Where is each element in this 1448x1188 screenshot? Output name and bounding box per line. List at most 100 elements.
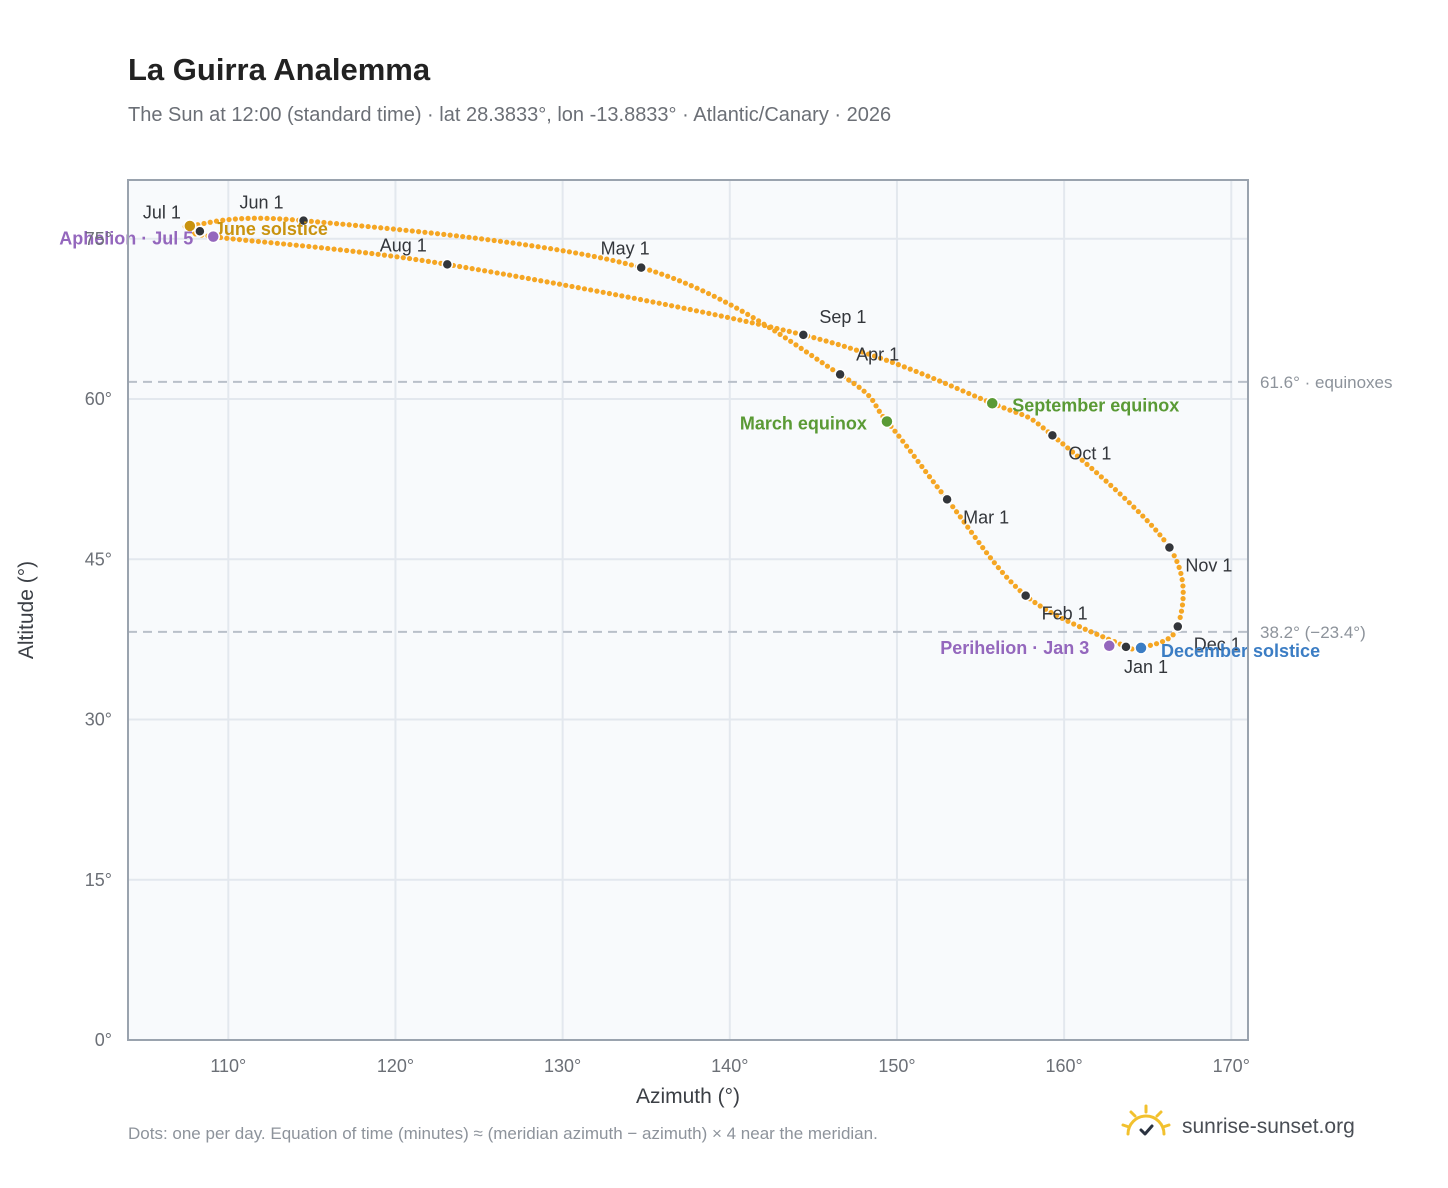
day-dot — [717, 296, 723, 302]
day-dot — [1065, 618, 1071, 624]
day-dot — [749, 320, 755, 326]
day-dot — [999, 569, 1006, 576]
day-dot — [416, 229, 422, 235]
month-label: Jun 1 — [239, 193, 283, 213]
day-dot — [817, 336, 823, 342]
day-dot — [1157, 532, 1163, 538]
day-dot — [453, 233, 460, 239]
day-dot — [531, 277, 538, 283]
day-dot — [327, 220, 333, 226]
day-dot — [610, 257, 616, 264]
day-dot — [369, 250, 375, 257]
day-dot — [597, 255, 604, 261]
day-dot — [616, 259, 622, 265]
day-dot — [856, 384, 862, 390]
event-marker — [206, 229, 221, 244]
day-dot — [482, 268, 488, 274]
plot-frame — [127, 179, 1249, 1041]
day-dot — [220, 217, 226, 223]
reference-lines: 61.6° · equinoxes 38.2° (−23.4°) — [128, 373, 1393, 642]
day-dot — [900, 438, 906, 444]
day-dot — [671, 275, 677, 282]
day-dot — [447, 232, 453, 238]
day-dot — [625, 294, 631, 300]
day-dot — [966, 390, 972, 397]
day-dot — [312, 244, 318, 250]
day-dot — [705, 290, 712, 297]
day-dot — [1148, 522, 1155, 528]
day-dot — [585, 252, 591, 258]
day-dot — [650, 299, 656, 305]
reference-line-label: 61.6° · equinoxes — [1260, 373, 1393, 392]
month-marker — [797, 329, 810, 341]
day-dot — [870, 397, 876, 404]
day-dot — [647, 267, 653, 273]
day-dot — [728, 302, 734, 308]
x-tick-label: 170° — [1213, 1056, 1250, 1076]
day-dot — [232, 216, 238, 222]
day-dot — [604, 256, 610, 262]
day-dot — [1089, 465, 1095, 472]
day-dot — [243, 237, 249, 243]
y-tick-label: 75° — [85, 229, 112, 249]
day-dot — [853, 347, 860, 353]
month-markers: Jan 1 Feb 1 Mar 1 Apr 1 May 1 Jun 1 Jul 1 Aug 1… — [143, 193, 1241, 677]
event-label: Perihelion · Jan 3 — [940, 638, 1089, 658]
month-marker — [1120, 641, 1132, 653]
day-dot — [378, 225, 384, 231]
event-marker — [183, 219, 197, 233]
day-dot — [264, 215, 270, 221]
day-dot — [911, 453, 917, 459]
day-dot — [901, 364, 907, 370]
grid-lines — [128, 180, 1248, 1041]
day-dot — [488, 269, 494, 275]
day-dot — [613, 292, 619, 298]
day-dot — [915, 458, 921, 465]
day-dot — [925, 373, 931, 379]
day-dot — [554, 247, 560, 253]
day-dot — [344, 247, 350, 254]
day-dot — [270, 215, 276, 222]
day-dot — [1030, 417, 1036, 423]
day-dot — [538, 278, 544, 284]
day-dot — [469, 266, 475, 272]
day-dot — [419, 257, 425, 264]
day-dot — [579, 251, 585, 257]
day-dot — [422, 229, 428, 235]
day-dot — [239, 216, 245, 222]
day-dot — [1025, 414, 1031, 420]
brand-logo[interactable]: sunrise-sunset.org — [1120, 1104, 1355, 1149]
day-dot — [1001, 405, 1007, 411]
day-dot — [588, 287, 594, 293]
day-dot — [1177, 614, 1183, 621]
day-dot — [1135, 508, 1141, 515]
day-dot — [463, 264, 469, 271]
day-dot — [1076, 624, 1083, 630]
month-label: Oct 1 — [1068, 443, 1111, 463]
day-dot — [995, 564, 1001, 571]
day-dot — [926, 474, 933, 480]
day-dot — [581, 286, 588, 292]
day-dot — [923, 468, 929, 475]
day-dot — [1180, 583, 1186, 589]
day-dot — [938, 489, 944, 495]
event-marker — [880, 414, 894, 429]
x-tick-label: 110° — [210, 1056, 246, 1076]
day-dot — [792, 330, 799, 336]
day-dot — [249, 238, 255, 244]
day-dot — [734, 305, 740, 311]
brand-name: sunrise-sunset.org — [1182, 1114, 1355, 1138]
day-dot — [977, 395, 984, 402]
day-dot — [889, 359, 896, 366]
day-dot — [491, 237, 497, 244]
day-dot — [1013, 409, 1019, 415]
day-dot — [1079, 457, 1085, 463]
day-dot — [972, 393, 978, 399]
month-label: Mar 1 — [963, 507, 1009, 527]
month-marker — [1019, 589, 1032, 602]
day-dot — [972, 534, 978, 541]
y-tick-label: 15° — [85, 870, 112, 890]
day-dot — [777, 331, 783, 337]
day-dot — [930, 479, 936, 485]
day-dot — [325, 245, 331, 252]
